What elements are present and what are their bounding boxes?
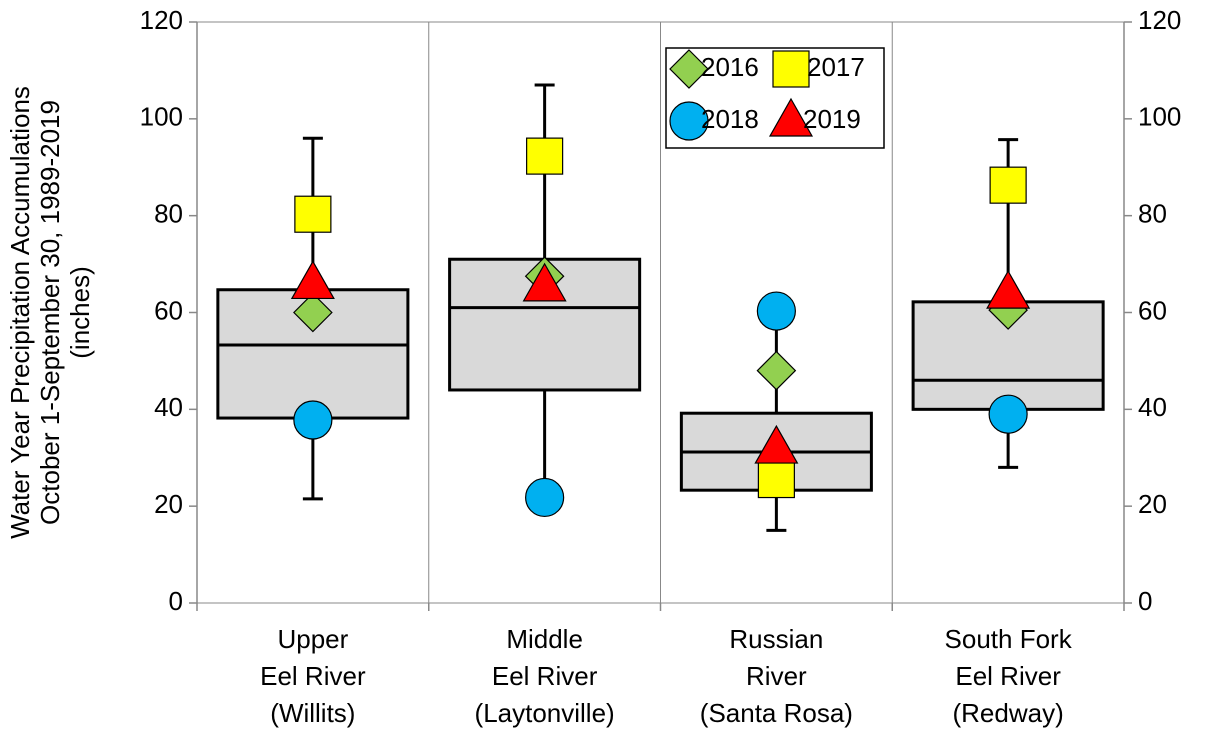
y-tick-label: 60 <box>154 295 183 325</box>
marker-triangle <box>986 269 1031 309</box>
x-tick-label: (Willits) <box>270 698 355 728</box>
legend-label: 2019 <box>803 104 861 134</box>
marker-circle <box>756 291 796 331</box>
marker-diamond <box>293 292 333 333</box>
marker-triangle <box>522 262 567 302</box>
y-tick-label: 40 <box>154 392 183 422</box>
marker-circle <box>988 394 1028 434</box>
legend-label: 2017 <box>807 52 865 82</box>
x-tick-label: (Santa Rosa) <box>700 698 853 728</box>
x-tick-label: South Fork <box>945 624 1073 654</box>
marker-square <box>989 166 1027 204</box>
y-axis-label-line: (inches) <box>65 266 95 358</box>
y-axis-label-line: October 1-September 30, 1989-2019 <box>35 100 65 525</box>
marker-triangle <box>768 97 814 137</box>
y2-tick-label: 40 <box>1138 392 1167 422</box>
y-tick-label: 100 <box>140 102 183 132</box>
marker-diamond <box>756 350 797 391</box>
marker-square <box>294 195 332 233</box>
x-tick-label: Upper <box>277 624 348 654</box>
x-tick-label: Eel River <box>955 661 1061 691</box>
x-tick-label: Eel River <box>492 661 598 691</box>
marker-square <box>757 460 795 499</box>
marker-circle <box>669 101 709 141</box>
marker-triangle <box>754 424 799 464</box>
x-tick-label: (Redway) <box>953 698 1064 728</box>
legend-label: 2018 <box>701 104 759 134</box>
marker-diamond <box>669 49 709 89</box>
y-tick-label: 120 <box>140 5 183 35</box>
y-axis-label: Water Year Precipitation AccumulationsOc… <box>5 86 95 539</box>
y2-tick-label: 120 <box>1138 5 1181 35</box>
y2-tick-label: 60 <box>1138 295 1167 325</box>
x-tick-label: Middle <box>506 624 583 654</box>
marker-triangle <box>290 260 335 300</box>
x-tick-label: Eel River <box>260 661 366 691</box>
marker-circle <box>293 400 333 440</box>
y2-tick-label: 80 <box>1138 199 1167 229</box>
legend-label: 2016 <box>701 52 759 82</box>
y2-tick-label: 0 <box>1138 586 1152 616</box>
x-tick-label: Russian <box>729 624 823 654</box>
y-tick-label: 80 <box>154 199 183 229</box>
x-tick-label: River <box>746 661 807 691</box>
y-tick-label: 0 <box>169 586 183 616</box>
marker-square <box>772 50 810 88</box>
y-tick-label: 20 <box>154 489 183 519</box>
y2-tick-label: 20 <box>1138 489 1167 519</box>
y2-tick-label: 100 <box>1138 102 1181 132</box>
marker-square <box>526 137 564 175</box>
marker-circle <box>525 477 565 518</box>
x-tick-label: (Laytonville) <box>475 698 615 728</box>
y-axis-label-line: Water Year Precipitation Accumulations <box>5 86 35 539</box>
